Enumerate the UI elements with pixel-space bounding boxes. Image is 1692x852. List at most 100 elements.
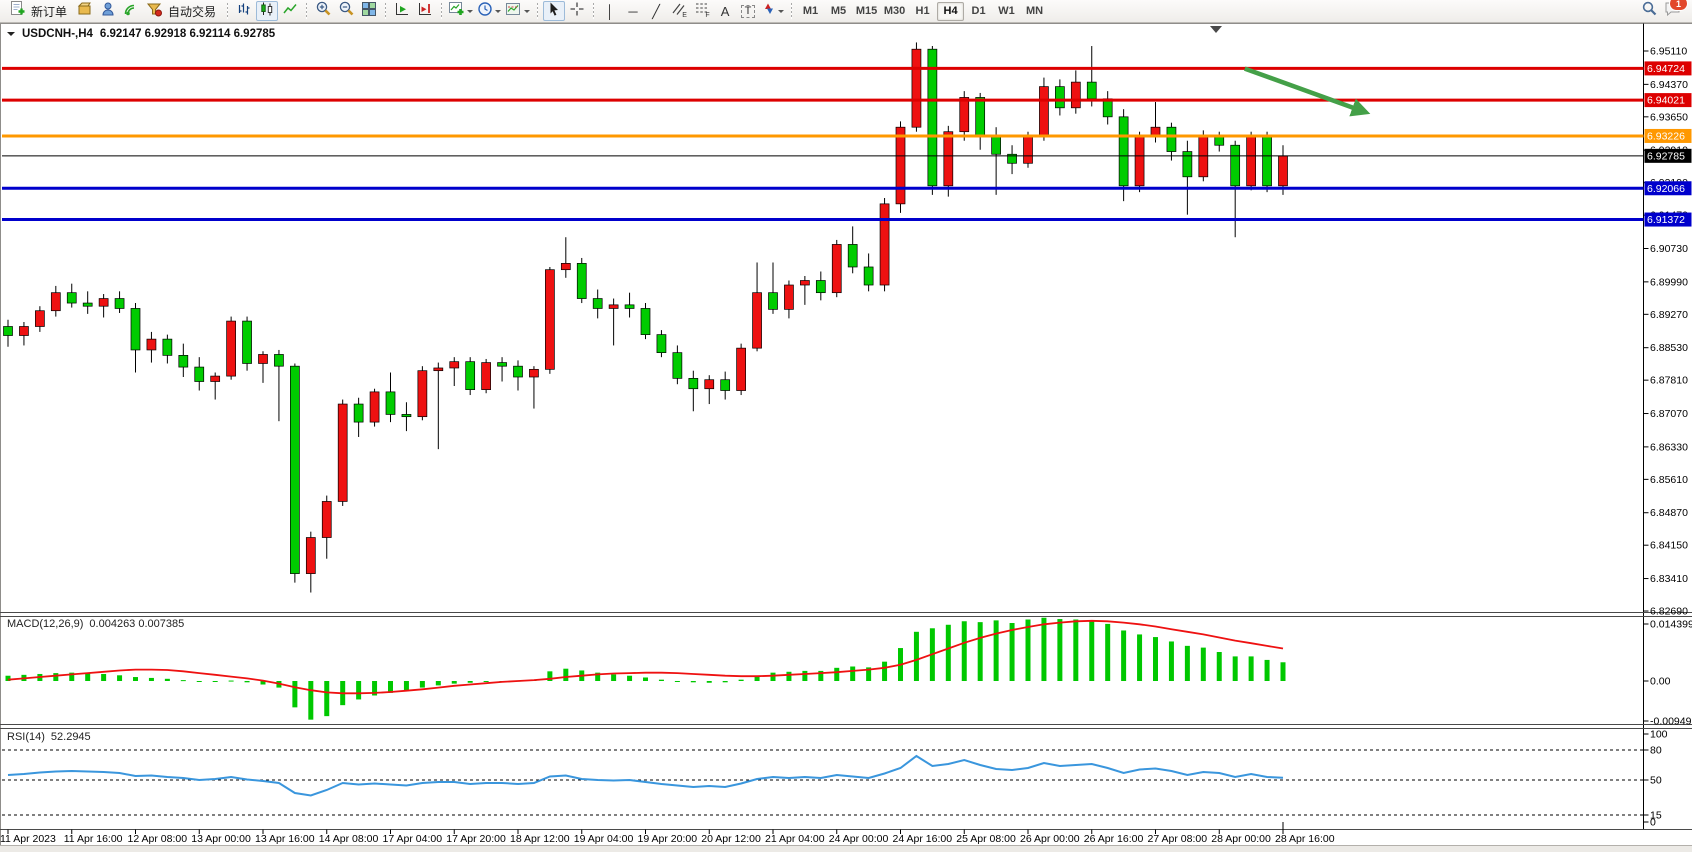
market-watch-button[interactable] <box>97 1 119 21</box>
timeframe-bar: M1 M5 M15 M30 H1 H4 D1 W1 MN <box>797 1 1048 21</box>
cursor-tool-button[interactable] <box>543 1 566 21</box>
zoom-in-icon <box>315 0 332 22</box>
candlestick-chart-button[interactable] <box>256 1 279 21</box>
candle-down <box>1055 86 1065 109</box>
indicators-button[interactable] <box>447 1 475 21</box>
periods-button[interactable] <box>476 1 503 21</box>
chevron-down-icon <box>778 10 785 16</box>
timeframe-W1[interactable]: W1 <box>998 5 1015 17</box>
chart-dropdown-icon[interactable] <box>7 32 15 40</box>
fibonacci-tool-button[interactable]: F <box>691 1 713 21</box>
rsi-name: RSI(14) <box>7 731 45 743</box>
vertical-line-tool-button[interactable]: │ <box>599 1 621 21</box>
price-tick-label: 6.94370 <box>1650 79 1688 91</box>
candle-up <box>784 284 794 310</box>
new-order-label[interactable]: 新订单 <box>31 4 68 19</box>
timeframe-M1[interactable]: M1 <box>802 5 819 17</box>
timeframe-M5[interactable]: M5 <box>830 5 847 17</box>
auto-trading-label[interactable]: 自动交易 <box>168 4 217 19</box>
candle-up <box>752 292 762 349</box>
macd-histogram-bar <box>451 681 457 684</box>
macd-histogram-bar <box>1153 637 1158 681</box>
candle-down <box>114 298 125 309</box>
candle-down <box>656 334 667 354</box>
candle-down <box>3 326 13 336</box>
macd-histogram-bar <box>627 675 633 681</box>
timeframe-H4[interactable]: H4 <box>937 1 965 21</box>
timeframe-H1[interactable]: H1 <box>915 5 930 17</box>
zoom-out-button[interactable] <box>335 1 357 21</box>
macd-histogram-bar <box>850 666 856 681</box>
macd-histogram-bar <box>595 672 601 681</box>
price-level-tag <box>1644 128 1692 143</box>
candle-down <box>815 280 826 294</box>
candle-up <box>800 280 810 286</box>
text-tool-button[interactable]: A <box>714 1 736 21</box>
new-order-button[interactable] <box>6 1 28 21</box>
price-level-tag <box>1644 212 1692 227</box>
macd-histogram-bar <box>483 681 489 682</box>
time-axis-label: 11 Apr 16:00 <box>64 833 123 845</box>
text-label-tool-button[interactable]: T <box>737 1 759 21</box>
toolbar-separator <box>593 3 595 19</box>
timeframe-M15[interactable]: M15 <box>855 5 878 17</box>
candle-up <box>481 362 491 390</box>
candle-up <box>895 126 906 205</box>
horizontal-line-tool-button[interactable]: ─ <box>622 1 644 21</box>
channel-tool-button[interactable]: E <box>668 1 690 21</box>
signal-button[interactable] <box>120 1 142 21</box>
search-icon[interactable] <box>1641 0 1658 22</box>
trendline-tool-button[interactable]: ╱ <box>645 1 667 21</box>
timeframe-M30[interactable]: M30 <box>883 5 906 17</box>
chart-shift-button[interactable] <box>414 1 436 21</box>
macd-histogram-bar <box>101 673 107 681</box>
candle-up <box>19 326 29 336</box>
rsi-line <box>7 754 1284 797</box>
shift-boundary-marker[interactable] <box>1210 26 1222 33</box>
macd-histogram-bar <box>770 672 776 681</box>
auto-trading-button[interactable] <box>143 1 165 21</box>
arrows-tool-button[interactable] <box>760 1 786 21</box>
line-chart-button[interactable] <box>279 1 301 21</box>
price-tick-label: 6.95110 <box>1650 46 1687 58</box>
profile-button[interactable] <box>74 1 96 21</box>
candle-up <box>1023 135 1033 164</box>
templates-button[interactable] <box>504 1 532 21</box>
chat-button[interactable]: 1 <box>1664 0 1688 22</box>
candle-down <box>242 320 252 364</box>
tile-windows-button[interactable] <box>358 1 380 21</box>
candle-down <box>1182 151 1193 178</box>
candle-down <box>162 338 173 356</box>
macd-histogram-bar <box>674 681 680 682</box>
candle-up <box>879 203 890 286</box>
timeframe-MN[interactable]: MN <box>1025 5 1044 17</box>
timeframe-D1[interactable]: D1 <box>971 5 986 17</box>
macd-histogram-bar <box>1009 623 1015 681</box>
candle-down <box>624 304 635 309</box>
macd-histogram-bar <box>643 677 648 681</box>
macd-label: MACD(12,26,9) 0.004263 0.007385 <box>7 618 184 630</box>
trend-arrow-annotation[interactable] <box>1243 66 1371 117</box>
candle-up <box>1070 81 1081 109</box>
time-axis-label: 13 Apr 16:00 <box>255 833 315 845</box>
candle-up <box>736 347 746 391</box>
macd-histogram-bar <box>547 671 553 681</box>
price-level-tag <box>1644 61 1692 76</box>
zoom-in-button[interactable] <box>312 1 334 21</box>
bar-chart-button[interactable] <box>233 1 255 21</box>
auto-scroll-button[interactable] <box>391 1 413 21</box>
crosshair-tool-button[interactable] <box>566 1 588 21</box>
macd-signal-line <box>7 619 1284 695</box>
time-axis-label: 26 Apr 00:00 <box>1020 833 1080 845</box>
macd-histogram-bar <box>945 624 951 681</box>
rsi-axis-label: 50 <box>1650 775 1662 787</box>
macd-histogram-bar <box>1137 634 1143 681</box>
price-level-tag <box>1644 93 1692 108</box>
macd-histogram-bar <box>1216 652 1222 681</box>
candle-down <box>592 298 603 309</box>
candle-up <box>337 403 348 502</box>
macd-histogram-bar <box>1184 645 1190 681</box>
candle-down <box>975 97 986 137</box>
macd-histogram-bar <box>1264 659 1270 681</box>
